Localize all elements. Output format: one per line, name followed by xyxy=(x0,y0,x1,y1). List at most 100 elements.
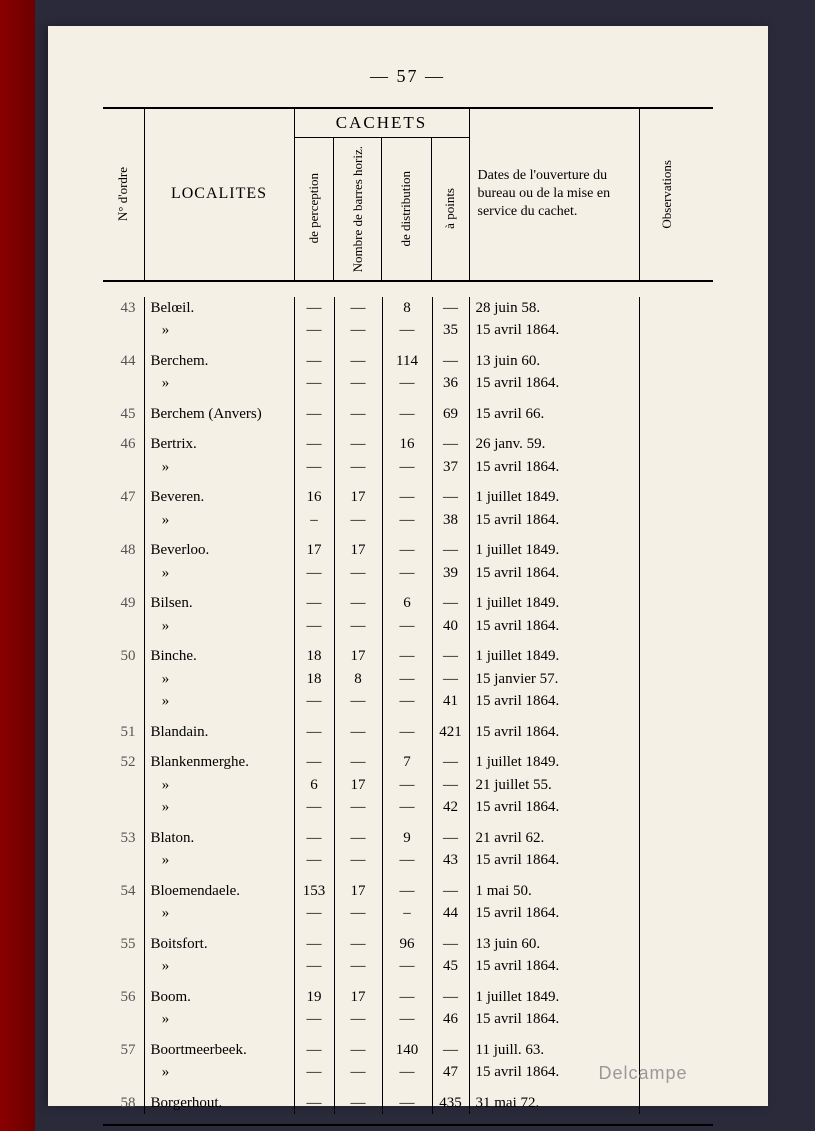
cell-perception: — xyxy=(295,690,335,713)
cell-observations xyxy=(640,486,695,509)
table-row: 54Bloemendaele.15317——1 mai 50. xyxy=(103,880,713,903)
row-spacer xyxy=(103,978,713,986)
table-row: »——–4415 avril 1864. xyxy=(103,902,713,925)
table-row: 47Beveren.1617——1 juillet 1849. xyxy=(103,486,713,509)
cell-points: 42 xyxy=(433,796,470,819)
cell-localite: Boom. xyxy=(145,986,295,1009)
cell-ordre xyxy=(103,902,145,925)
header-perception-label: de perception xyxy=(304,165,324,251)
cell-ordre: 45 xyxy=(103,403,145,426)
cell-observations xyxy=(640,592,695,615)
cell-date: 13 juin 60. xyxy=(470,933,640,956)
cell-ordre: 52 xyxy=(103,751,145,774)
row-spacer xyxy=(103,743,713,751)
cell-distribution: 7 xyxy=(383,751,433,774)
cell-date: 13 juin 60. xyxy=(470,350,640,373)
cell-perception: — xyxy=(295,403,335,426)
cell-observations xyxy=(640,690,695,713)
cell-ordre xyxy=(103,668,145,691)
cell-points: — xyxy=(433,880,470,903)
cell-barres: — xyxy=(335,849,383,872)
cell-points: — xyxy=(433,933,470,956)
row-spacer xyxy=(103,531,713,539)
cell-date: 15 avril 1864. xyxy=(470,615,640,638)
cell-localite: Blankenmerghe. xyxy=(145,751,295,774)
cell-perception: — xyxy=(295,955,335,978)
cell-distribution: — xyxy=(383,645,433,668)
cell-barres: — xyxy=(335,297,383,320)
cell-localite: » xyxy=(145,1061,295,1084)
cell-localite: » xyxy=(145,849,295,872)
cell-observations xyxy=(640,509,695,532)
page-number: — 57 — xyxy=(103,66,713,87)
cell-ordre xyxy=(103,955,145,978)
header-ordre-label: N° d'ordre xyxy=(113,159,133,229)
cell-date: 1 juillet 1849. xyxy=(470,986,640,1009)
cell-perception: 18 xyxy=(295,645,335,668)
table-row: 49Bilsen.——6—1 juillet 1849. xyxy=(103,592,713,615)
cell-ordre xyxy=(103,1008,145,1031)
cell-perception: 16 xyxy=(295,486,335,509)
cell-date: 15 avril 1864. xyxy=(470,796,640,819)
cell-ordre xyxy=(103,1061,145,1084)
cell-ordre: 54 xyxy=(103,880,145,903)
cell-points: 44 xyxy=(433,902,470,925)
header-cachets-title: CACHETS xyxy=(295,109,469,138)
cell-distribution: — xyxy=(383,486,433,509)
cell-date: 15 avril 1864. xyxy=(470,849,640,872)
cell-barres: 17 xyxy=(335,880,383,903)
cell-barres: — xyxy=(335,1039,383,1062)
cell-perception: — xyxy=(295,592,335,615)
cell-perception: — xyxy=(295,751,335,774)
cell-barres: — xyxy=(335,1008,383,1031)
header-observations: Observations xyxy=(640,109,695,280)
cell-perception: 17 xyxy=(295,539,335,562)
cell-ordre xyxy=(103,849,145,872)
cell-points: — xyxy=(433,297,470,320)
cell-distribution: – xyxy=(383,902,433,925)
table-row: »———4315 avril 1864. xyxy=(103,849,713,872)
cell-ordre: 53 xyxy=(103,827,145,850)
cell-ordre: 49 xyxy=(103,592,145,615)
cell-perception: — xyxy=(295,1092,335,1115)
cell-ordre xyxy=(103,796,145,819)
cell-date: 26 janv. 59. xyxy=(470,433,640,456)
cell-date: 11 juill. 63. xyxy=(470,1039,640,1062)
cell-observations xyxy=(640,849,695,872)
cell-distribution: — xyxy=(383,319,433,342)
cell-barres: — xyxy=(335,955,383,978)
table-row: »———4215 avril 1864. xyxy=(103,796,713,819)
cell-ordre: 58 xyxy=(103,1092,145,1115)
cell-localite: » xyxy=(145,796,295,819)
table-row: 46Bertrix.——16—26 janv. 59. xyxy=(103,433,713,456)
cell-observations xyxy=(640,902,695,925)
cell-observations xyxy=(640,350,695,373)
cell-points: 39 xyxy=(433,562,470,585)
table-row: »–——3815 avril 1864. xyxy=(103,509,713,532)
row-spacer xyxy=(103,584,713,592)
cell-distribution: — xyxy=(383,955,433,978)
cell-barres: 17 xyxy=(335,539,383,562)
row-spacer xyxy=(103,1031,713,1039)
cell-perception: — xyxy=(295,297,335,320)
cell-localite: Blandain. xyxy=(145,721,295,744)
table-row: »———3915 avril 1864. xyxy=(103,562,713,585)
cell-points: 43 xyxy=(433,849,470,872)
cell-date: 15 avril 1864. xyxy=(470,721,640,744)
cell-date: 1 juillet 1849. xyxy=(470,645,640,668)
cell-perception: — xyxy=(295,796,335,819)
cell-perception: — xyxy=(295,902,335,925)
cell-perception: — xyxy=(295,615,335,638)
cell-date: 15 avril 1864. xyxy=(470,902,640,925)
cell-ordre xyxy=(103,372,145,395)
cell-perception: — xyxy=(295,721,335,744)
cell-points: 40 xyxy=(433,615,470,638)
book-spine-edge xyxy=(0,0,35,1131)
cell-barres: — xyxy=(335,350,383,373)
cell-points: — xyxy=(433,751,470,774)
document-page: — 57 — N° d'ordre LOCALITES CACHETS de p… xyxy=(48,26,768,1106)
cell-localite: » xyxy=(145,456,295,479)
cell-perception: — xyxy=(295,1061,335,1084)
cell-ordre: 55 xyxy=(103,933,145,956)
table-row: 56Boom.1917——1 juillet 1849. xyxy=(103,986,713,1009)
